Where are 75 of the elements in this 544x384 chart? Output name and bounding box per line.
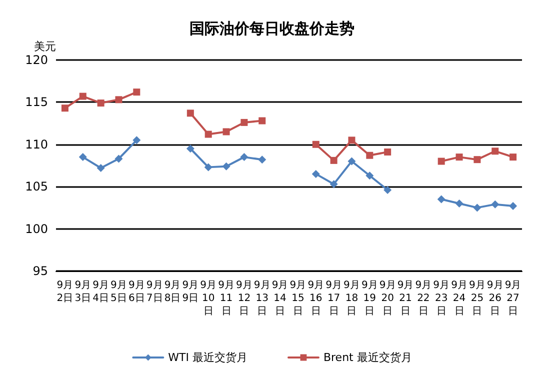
x-tick-label: 9月5日 (110, 280, 127, 304)
point (437, 195, 446, 204)
point (384, 186, 392, 194)
x-tick-label: 9月8日 (164, 280, 181, 304)
point (133, 88, 140, 96)
chart-title: 国际油价每日收盘价走势 (190, 20, 354, 38)
y-tick-label: 100 (25, 222, 48, 236)
point (474, 156, 481, 164)
x-tick-label: 9月17日 (326, 280, 342, 317)
point (240, 118, 248, 126)
y-tick-label: 95 (32, 264, 48, 278)
point (473, 204, 482, 212)
point (186, 110, 194, 117)
point (222, 162, 230, 170)
point (509, 202, 518, 210)
point (204, 163, 212, 172)
x-tick-label: 9月13日 (254, 280, 270, 317)
point (96, 164, 105, 172)
x-tick-label: 9月22日 (415, 280, 432, 317)
point (204, 130, 212, 138)
point (132, 136, 141, 144)
point (240, 153, 248, 162)
x-tick-label: 9月7日 (146, 280, 163, 304)
x-tick-label: 9月4日 (92, 280, 109, 304)
point (186, 144, 194, 153)
point (456, 154, 463, 161)
point (330, 156, 338, 164)
x-tick-label: 9月21日 (397, 280, 414, 317)
point (258, 117, 266, 124)
legend-label: Brent 最近交货月 (323, 351, 412, 364)
x-tick-label: 9月11日 (218, 280, 234, 317)
x-tick-label: 9月14日 (272, 280, 288, 317)
y-tick-label: 120 (25, 53, 48, 67)
y-tick-label: 115 (25, 95, 48, 110)
x-tick-label: 9月12日 (236, 280, 252, 317)
point (510, 154, 517, 161)
point (312, 140, 320, 148)
point (348, 136, 356, 144)
y-axis-title: 美元 (34, 40, 56, 53)
point (492, 148, 499, 155)
x-tick-label: 9月2日 (56, 280, 74, 304)
x-tick-label: 9月25日 (469, 280, 486, 317)
point (455, 199, 464, 208)
x-tick-label: 9月15日 (290, 280, 306, 317)
y-tick-label: 105 (25, 180, 48, 194)
point (491, 200, 500, 208)
y-tick-label: 110 (25, 137, 48, 152)
point (438, 158, 445, 165)
x-tick-label: 9月24日 (451, 280, 468, 317)
legend-label: WTI 最近交货月 (168, 351, 248, 364)
point (312, 170, 320, 178)
x-tick-label: 9月20日 (379, 280, 396, 317)
point (114, 154, 123, 163)
point (348, 157, 356, 166)
x-tick-label: 9月3日 (74, 280, 92, 304)
x-tick-label: 9月16日 (308, 280, 324, 317)
point (222, 128, 230, 136)
point (366, 152, 374, 159)
point (79, 92, 86, 100)
x-tick-label: 9月10日 (200, 280, 217, 317)
x-tick-label: 9月6日 (128, 280, 145, 304)
point (330, 180, 338, 188)
point (115, 96, 122, 104)
point (61, 104, 68, 112)
point (366, 172, 374, 180)
point (97, 100, 104, 107)
point (258, 156, 266, 164)
x-tick-label: 9月19日 (361, 280, 378, 317)
point (384, 148, 392, 156)
x-tick-label: 9月9日 (182, 280, 199, 304)
point (78, 153, 87, 162)
x-tick-label: 9月23日 (433, 280, 450, 317)
x-tick-label: 9月27日 (504, 280, 522, 317)
x-tick-label: 9月18日 (344, 280, 360, 317)
x-tick-label: 9月26日 (486, 280, 504, 317)
